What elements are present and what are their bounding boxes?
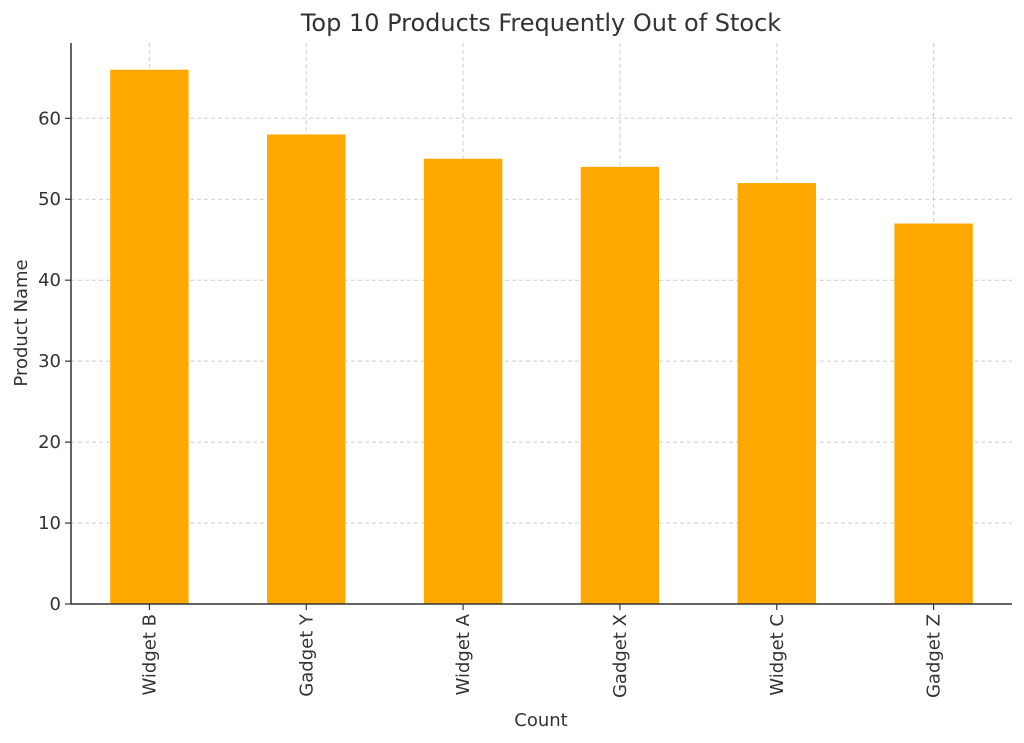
bar [110, 69, 189, 604]
x-axis-label: Count [514, 710, 567, 731]
x-tick-label: Widget B [139, 614, 160, 695]
y-tick-label: 40 [38, 270, 61, 291]
bar [737, 183, 816, 605]
y-tick-label: 0 [50, 594, 61, 615]
x-tick-label: Gadget X [610, 614, 631, 698]
bar [267, 134, 346, 604]
y-axis-label: Product Name [11, 259, 32, 386]
x-ticks: Widget B Gadget Y Widget A Gadget X Widget C… [139, 604, 945, 698]
y-tick-label: 10 [38, 513, 61, 534]
x-tick-label: Gadget Z [924, 614, 945, 698]
y-tick-label: 20 [38, 432, 61, 453]
y-tick-label: 50 [38, 189, 61, 210]
axes [70, 43, 1012, 605]
y-tick-label: 30 [38, 351, 61, 372]
y-ticks: 0 10 20 30 40 50 60 [38, 108, 71, 615]
x-tick-label: Gadget Y [296, 613, 317, 697]
bar [580, 166, 660, 604]
bar [894, 223, 973, 604]
y-tick-label: 60 [38, 108, 61, 129]
bar [423, 158, 503, 604]
grid [71, 43, 1012, 605]
x-tick-label: Widget A [453, 613, 474, 695]
bars [110, 69, 973, 605]
chart-title: Top 10 Products Frequently Out of Stock [300, 9, 781, 37]
x-tick-label: Widget C [767, 614, 788, 696]
